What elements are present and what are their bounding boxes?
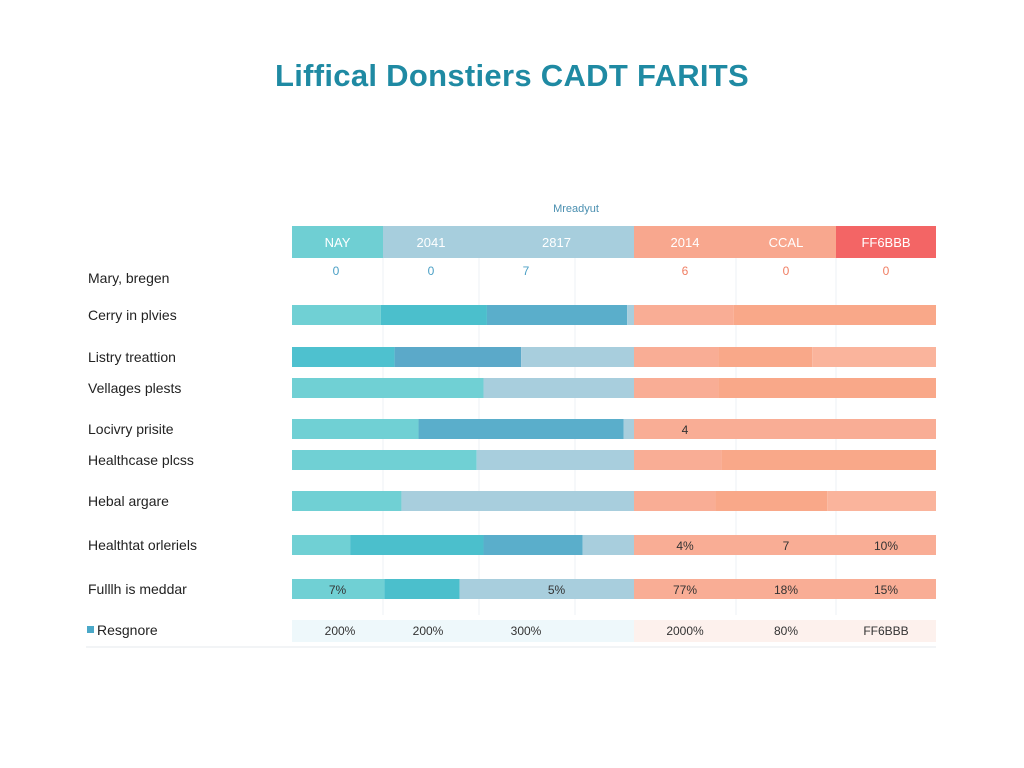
- bar-segment: [476, 450, 634, 470]
- bar-segment: [401, 491, 634, 511]
- bar-segment: [634, 491, 716, 511]
- bar-row: Healthtat orleriels 4% 7 10%: [88, 535, 936, 555]
- zero-value: 0: [783, 264, 790, 278]
- footer-value: 2000%: [666, 624, 704, 638]
- data-label: 7: [783, 539, 790, 553]
- bar-rows: Cerry in plvies Listry treattion Vellages …: [88, 305, 936, 599]
- footer-value: 200%: [413, 624, 444, 638]
- data-label: 77%: [673, 583, 697, 597]
- data-label: 18%: [774, 583, 798, 597]
- bar-segment: [350, 535, 484, 555]
- bar-segment: [418, 419, 624, 439]
- header-cell: [736, 226, 836, 258]
- data-label: 10%: [874, 539, 898, 553]
- header-cell: [479, 226, 634, 258]
- footer-value: 80%: [774, 624, 798, 638]
- data-label: 5%: [548, 583, 566, 597]
- bar-segment: [292, 579, 385, 599]
- bar-segment: [634, 579, 936, 599]
- header-cell: [292, 226, 383, 258]
- column-header-row: NAY 2041 2817 2014 CCAL FF6BBB: [292, 226, 936, 258]
- data-label: 4: [682, 423, 689, 437]
- footer-value: 300%: [511, 624, 542, 638]
- bar-segment: [292, 378, 484, 398]
- data-label: 15%: [874, 583, 898, 597]
- bar-segment: [634, 347, 719, 367]
- row-label: Cerry in plvies: [88, 307, 177, 323]
- row-label: Mary, bregen: [88, 270, 169, 286]
- legend-swatch: [87, 626, 94, 633]
- header-label: CCAL: [769, 235, 804, 250]
- chart-subtitle: Mreadyut: [553, 203, 599, 215]
- legend-label: Resgnore: [97, 622, 158, 638]
- header-label: 2817: [542, 235, 571, 250]
- footer-row: Resgnore 200% 200% 300% 2000% 80% FF6BBB: [87, 620, 936, 642]
- footer-band: [634, 620, 936, 642]
- row-label: Hebal argare: [88, 493, 169, 509]
- bar-segment: [292, 305, 381, 325]
- row-label: Vellages plests: [88, 380, 181, 396]
- bar-segment: [292, 450, 477, 470]
- row-label: Healthcase plcss: [88, 452, 194, 468]
- bar-segment: [394, 347, 522, 367]
- bar-segment: [634, 535, 936, 555]
- header-cell: [836, 226, 936, 258]
- data-label: 4%: [676, 539, 694, 553]
- bar-row: Locivry prisite 4: [88, 419, 936, 439]
- bar-row: Fulllh is meddar 7% 5% 77% 18% 15%: [88, 579, 936, 599]
- header-label: 2014: [671, 235, 700, 250]
- bar-segment: [292, 419, 419, 439]
- bar-segment: [812, 347, 936, 367]
- bar-segment: [380, 305, 487, 325]
- row-label: Fulllh is meddar: [88, 581, 187, 597]
- bar-segment: [582, 535, 634, 555]
- bar-row: Healthcase plcss: [88, 450, 936, 470]
- zero-value: 7: [523, 264, 530, 278]
- zero-value: 6: [682, 264, 689, 278]
- bar-segment: [634, 378, 719, 398]
- header-cell: [383, 226, 479, 258]
- bar-segment: [718, 347, 813, 367]
- bar-segment: [623, 419, 634, 439]
- bar-segment: [827, 491, 936, 511]
- bar-segment: [634, 305, 734, 325]
- chart-title: Liffical Donstiers CADT FARITS: [274, 58, 750, 93]
- bar-segment: [721, 450, 936, 470]
- header-label: 2041: [417, 235, 446, 250]
- bar-segment: [521, 347, 634, 367]
- bar-row: Vellages plests: [88, 378, 936, 398]
- footer-value: FF6BBB: [863, 624, 908, 638]
- bar-segment: [459, 579, 634, 599]
- bar-segment: [292, 347, 395, 367]
- zero-value-row: Mary, bregen 0 0 7 6 0 0: [88, 264, 890, 286]
- row-label: Listry treattion: [88, 349, 176, 365]
- zero-value: 0: [333, 264, 340, 278]
- row-label: Locivry prisite: [88, 421, 174, 437]
- bar-row: Listry treattion: [88, 347, 936, 367]
- row-label: Healthtat orleriels: [88, 537, 197, 553]
- bar-segment: [718, 378, 936, 398]
- bar-segment: [486, 305, 628, 325]
- footer-value: 200%: [325, 624, 356, 638]
- zero-value: 0: [428, 264, 435, 278]
- bar-row: Cerry in plvies: [88, 305, 936, 325]
- bar-row: Hebal argare: [88, 491, 936, 511]
- bar-segment: [292, 535, 351, 555]
- bar-segment: [634, 450, 722, 470]
- bar-segment: [715, 491, 828, 511]
- header-label: NAY: [325, 235, 351, 250]
- data-label: 7%: [329, 583, 347, 597]
- bar-segment: [634, 419, 936, 439]
- header-cell: [634, 226, 736, 258]
- bar-segment: [483, 535, 583, 555]
- header-label: FF6BBB: [861, 235, 910, 250]
- bar-segment: [292, 491, 402, 511]
- footer-band: [292, 620, 634, 642]
- bar-segment: [627, 305, 634, 325]
- bar-segment: [483, 378, 634, 398]
- bar-segment: [733, 305, 936, 325]
- bar-segment: [384, 579, 460, 599]
- zero-value: 0: [883, 264, 890, 278]
